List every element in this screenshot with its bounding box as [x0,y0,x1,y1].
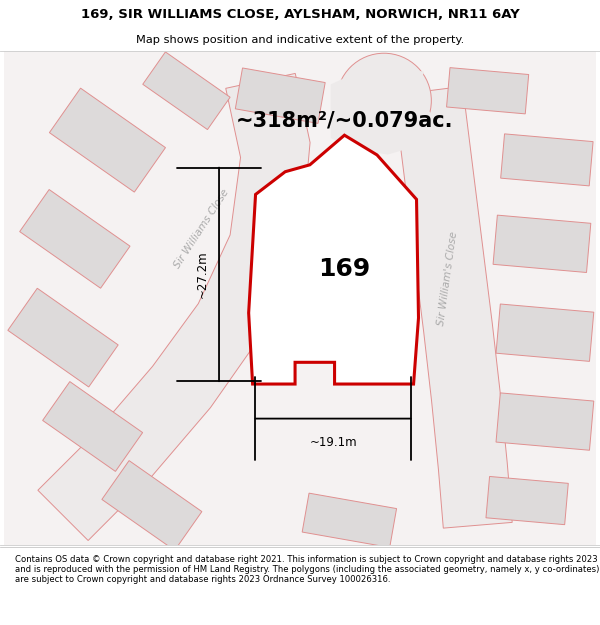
Polygon shape [38,73,310,541]
Polygon shape [20,189,130,288]
Polygon shape [302,493,397,548]
Polygon shape [8,288,118,387]
Text: Map shows position and indicative extent of the property.: Map shows position and indicative extent… [136,35,464,45]
Polygon shape [276,224,413,333]
Polygon shape [331,62,442,154]
Polygon shape [446,68,529,114]
Polygon shape [43,382,143,471]
Polygon shape [102,461,202,551]
Polygon shape [49,88,166,192]
Text: ~318m²/~0.079ac.: ~318m²/~0.079ac. [236,111,453,131]
Text: 169: 169 [319,256,371,281]
Polygon shape [4,51,596,545]
Polygon shape [493,215,591,272]
Text: Sir Williams Close: Sir Williams Close [172,188,230,271]
Polygon shape [496,393,594,450]
Polygon shape [486,476,568,524]
Text: Sir William's Close: Sir William's Close [437,231,460,326]
Polygon shape [496,304,594,361]
Text: ~19.1m: ~19.1m [309,436,357,449]
Polygon shape [500,134,593,186]
Polygon shape [235,68,325,123]
Polygon shape [143,52,230,129]
Polygon shape [248,135,419,384]
Polygon shape [394,86,512,528]
Text: Contains OS data © Crown copyright and database right 2021. This information is : Contains OS data © Crown copyright and d… [15,554,599,584]
Text: ~27.2m: ~27.2m [196,251,209,298]
Circle shape [337,53,431,148]
Text: 169, SIR WILLIAMS CLOSE, AYLSHAM, NORWICH, NR11 6AY: 169, SIR WILLIAMS CLOSE, AYLSHAM, NORWIC… [80,8,520,21]
